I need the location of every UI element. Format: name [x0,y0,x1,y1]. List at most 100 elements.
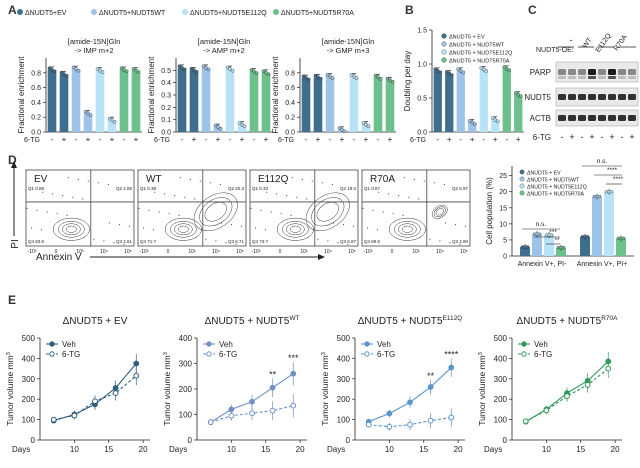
data-point [112,390,119,396]
data-point [301,74,306,79]
flow-x-axis-label: Annexin V [36,252,82,263]
bar [225,69,235,132]
bar [544,235,554,256]
legend-label: Veh [62,340,76,349]
legend-marker [206,341,212,347]
bar [468,122,477,132]
event-dot [423,180,425,182]
significance: **** [613,176,624,183]
event-dot [168,212,170,215]
event-dot [108,222,111,224]
data-point [513,91,518,95]
event-dot [138,207,140,210]
density-contour [276,217,314,241]
legend-dot [519,190,525,196]
data-point [518,94,523,98]
blot-band [568,115,576,121]
density-contour [401,225,413,233]
data-point [522,418,529,425]
data-point [481,67,486,72]
event-dot [235,243,237,245]
x-tick-label: + [447,135,452,144]
quadrant-q2: Q2 20.3 [228,186,245,191]
blot-band [558,76,566,79]
data-point [249,68,254,72]
data-point [458,69,463,73]
data-point [290,370,297,377]
x-axis-label: 6-TG [24,137,40,144]
blot-strip [555,61,639,83]
x-axis-label: 6-TG [154,137,170,144]
legend-label: ΔNUDT5 + NUDT5WT [449,43,505,49]
x-tick-label: - [229,135,232,144]
bar [556,247,566,256]
flow-y-arrowhead [11,161,17,168]
event-dot [103,240,105,242]
legend-dot [519,169,525,175]
flow-x-tick: 10⁵ [348,249,356,255]
legend-label: 6-TG [219,350,237,359]
data-point [218,126,223,131]
y-axis-label: Tumor volume mm3 [320,352,330,426]
event-dot [26,207,28,210]
flow-y-axis-label: PI [10,239,21,248]
event-dot [178,214,180,216]
data-point [242,124,247,128]
event-dot [215,240,217,242]
y-tick-label: 0.0 [31,130,41,137]
data-point [361,121,366,125]
bar [592,196,602,256]
chart-a-imp: [amide-15N]Gln-> IMP m+2 0.0 0.2 0.4 0.6 0.8 F… [17,37,142,144]
x-tick-label: - [482,135,485,144]
data-point [71,412,78,419]
y-tick-label: 0.0 [417,130,427,137]
chart-title: ΔNUDT5 + NUDT5E112Q [358,315,463,327]
event-dot [317,238,319,240]
chart-title: -> GMP m+3 [327,46,370,55]
x-tick-label: Annexin V+, PI- [518,261,568,268]
bar [119,69,129,132]
event-dot [72,196,74,198]
bar [385,80,395,132]
x-axis-label: Days [169,445,187,454]
x-tick-label: Annexin V+, PI+ [577,261,628,268]
blot-band [598,94,606,100]
event-dot [152,229,155,231]
y-tick-label: 0.6 [285,85,295,92]
blot-band [618,94,626,100]
event-dot [249,169,251,171]
series-line [53,363,137,422]
event-dot [123,243,125,245]
data-point [364,122,368,127]
data-point [189,66,194,71]
blot-tg-label: 6-TG [533,133,551,142]
data-point [95,67,100,71]
density-contour [199,197,233,227]
blot-strip [555,87,639,107]
bar [237,124,247,132]
data-point [352,74,356,79]
flow-x-tick: 10⁴ [100,249,108,255]
density-contour [170,221,197,238]
data-point [502,65,507,69]
blot-band [618,69,626,75]
data-point [490,116,495,120]
event-dot [459,243,461,245]
x-tick-label: - [305,135,308,144]
data-point [98,68,102,73]
density-contour [193,192,238,232]
legend-dot [519,183,525,189]
event-dot [402,214,404,216]
event-dot [307,236,309,239]
data-point [543,407,550,414]
event-dot [342,224,345,226]
event-dot [337,241,339,244]
bar [580,236,590,256]
bar [249,71,259,132]
x-axis-label: Days [484,445,502,454]
quadrant-q3: Q3 2.61 [116,239,133,244]
event-dot [225,241,227,244]
x-axis-label: 6-TG [410,137,426,144]
data-point [122,68,126,72]
event-dot [83,236,85,239]
